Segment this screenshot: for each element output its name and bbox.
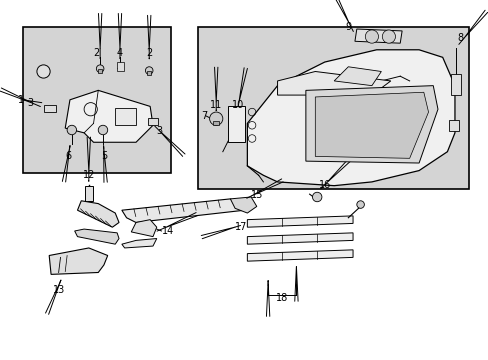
- Polygon shape: [131, 220, 157, 237]
- Polygon shape: [315, 92, 427, 158]
- Bar: [450, 74, 460, 95]
- Polygon shape: [77, 201, 119, 227]
- Text: 3: 3: [27, 98, 34, 108]
- Polygon shape: [247, 216, 352, 227]
- Text: 10: 10: [231, 99, 244, 109]
- Text: 5: 5: [101, 152, 107, 161]
- Bar: [198, 27, 468, 189]
- Text: 18: 18: [276, 293, 288, 303]
- Circle shape: [382, 30, 395, 43]
- Bar: [115, 108, 136, 125]
- Text: 4: 4: [117, 48, 123, 58]
- Circle shape: [356, 201, 364, 208]
- Text: 9: 9: [345, 22, 350, 32]
- Text: 14: 14: [161, 226, 173, 236]
- Polygon shape: [75, 229, 119, 244]
- Circle shape: [37, 65, 50, 78]
- Circle shape: [96, 65, 104, 72]
- Polygon shape: [277, 72, 390, 95]
- Bar: [228, 107, 245, 142]
- Text: 1: 1: [18, 95, 24, 105]
- Text: 17: 17: [235, 222, 247, 232]
- Polygon shape: [65, 90, 153, 142]
- Text: 2: 2: [93, 48, 99, 58]
- Polygon shape: [247, 250, 352, 261]
- Text: 12: 12: [82, 170, 95, 180]
- Bar: [147, 71, 151, 75]
- Text: 2: 2: [146, 48, 152, 58]
- Text: 8: 8: [457, 33, 463, 44]
- Text: 3: 3: [157, 126, 163, 136]
- Text: 13: 13: [53, 285, 65, 296]
- Text: 14: 14: [161, 240, 168, 245]
- Circle shape: [209, 112, 223, 125]
- Polygon shape: [305, 86, 437, 163]
- Polygon shape: [122, 239, 157, 248]
- Polygon shape: [333, 67, 381, 86]
- Polygon shape: [247, 50, 454, 186]
- Polygon shape: [247, 233, 352, 244]
- Bar: [448, 120, 458, 131]
- Bar: [85, 186, 92, 201]
- Bar: [23, 27, 171, 174]
- Circle shape: [98, 125, 107, 135]
- Text: 16: 16: [318, 180, 330, 190]
- Polygon shape: [230, 197, 256, 213]
- Circle shape: [67, 125, 77, 135]
- Polygon shape: [122, 199, 244, 222]
- Circle shape: [312, 192, 321, 202]
- Text: 7: 7: [201, 111, 207, 121]
- Bar: [44, 104, 56, 112]
- Polygon shape: [49, 248, 107, 274]
- Circle shape: [365, 30, 378, 43]
- Text: 15: 15: [251, 190, 263, 200]
- Polygon shape: [354, 29, 401, 43]
- Text: 6: 6: [65, 152, 71, 161]
- Text: 11: 11: [210, 99, 222, 109]
- Bar: [117, 62, 123, 72]
- Circle shape: [145, 67, 153, 74]
- Bar: [98, 69, 102, 73]
- Bar: [213, 121, 219, 125]
- Bar: [148, 118, 158, 125]
